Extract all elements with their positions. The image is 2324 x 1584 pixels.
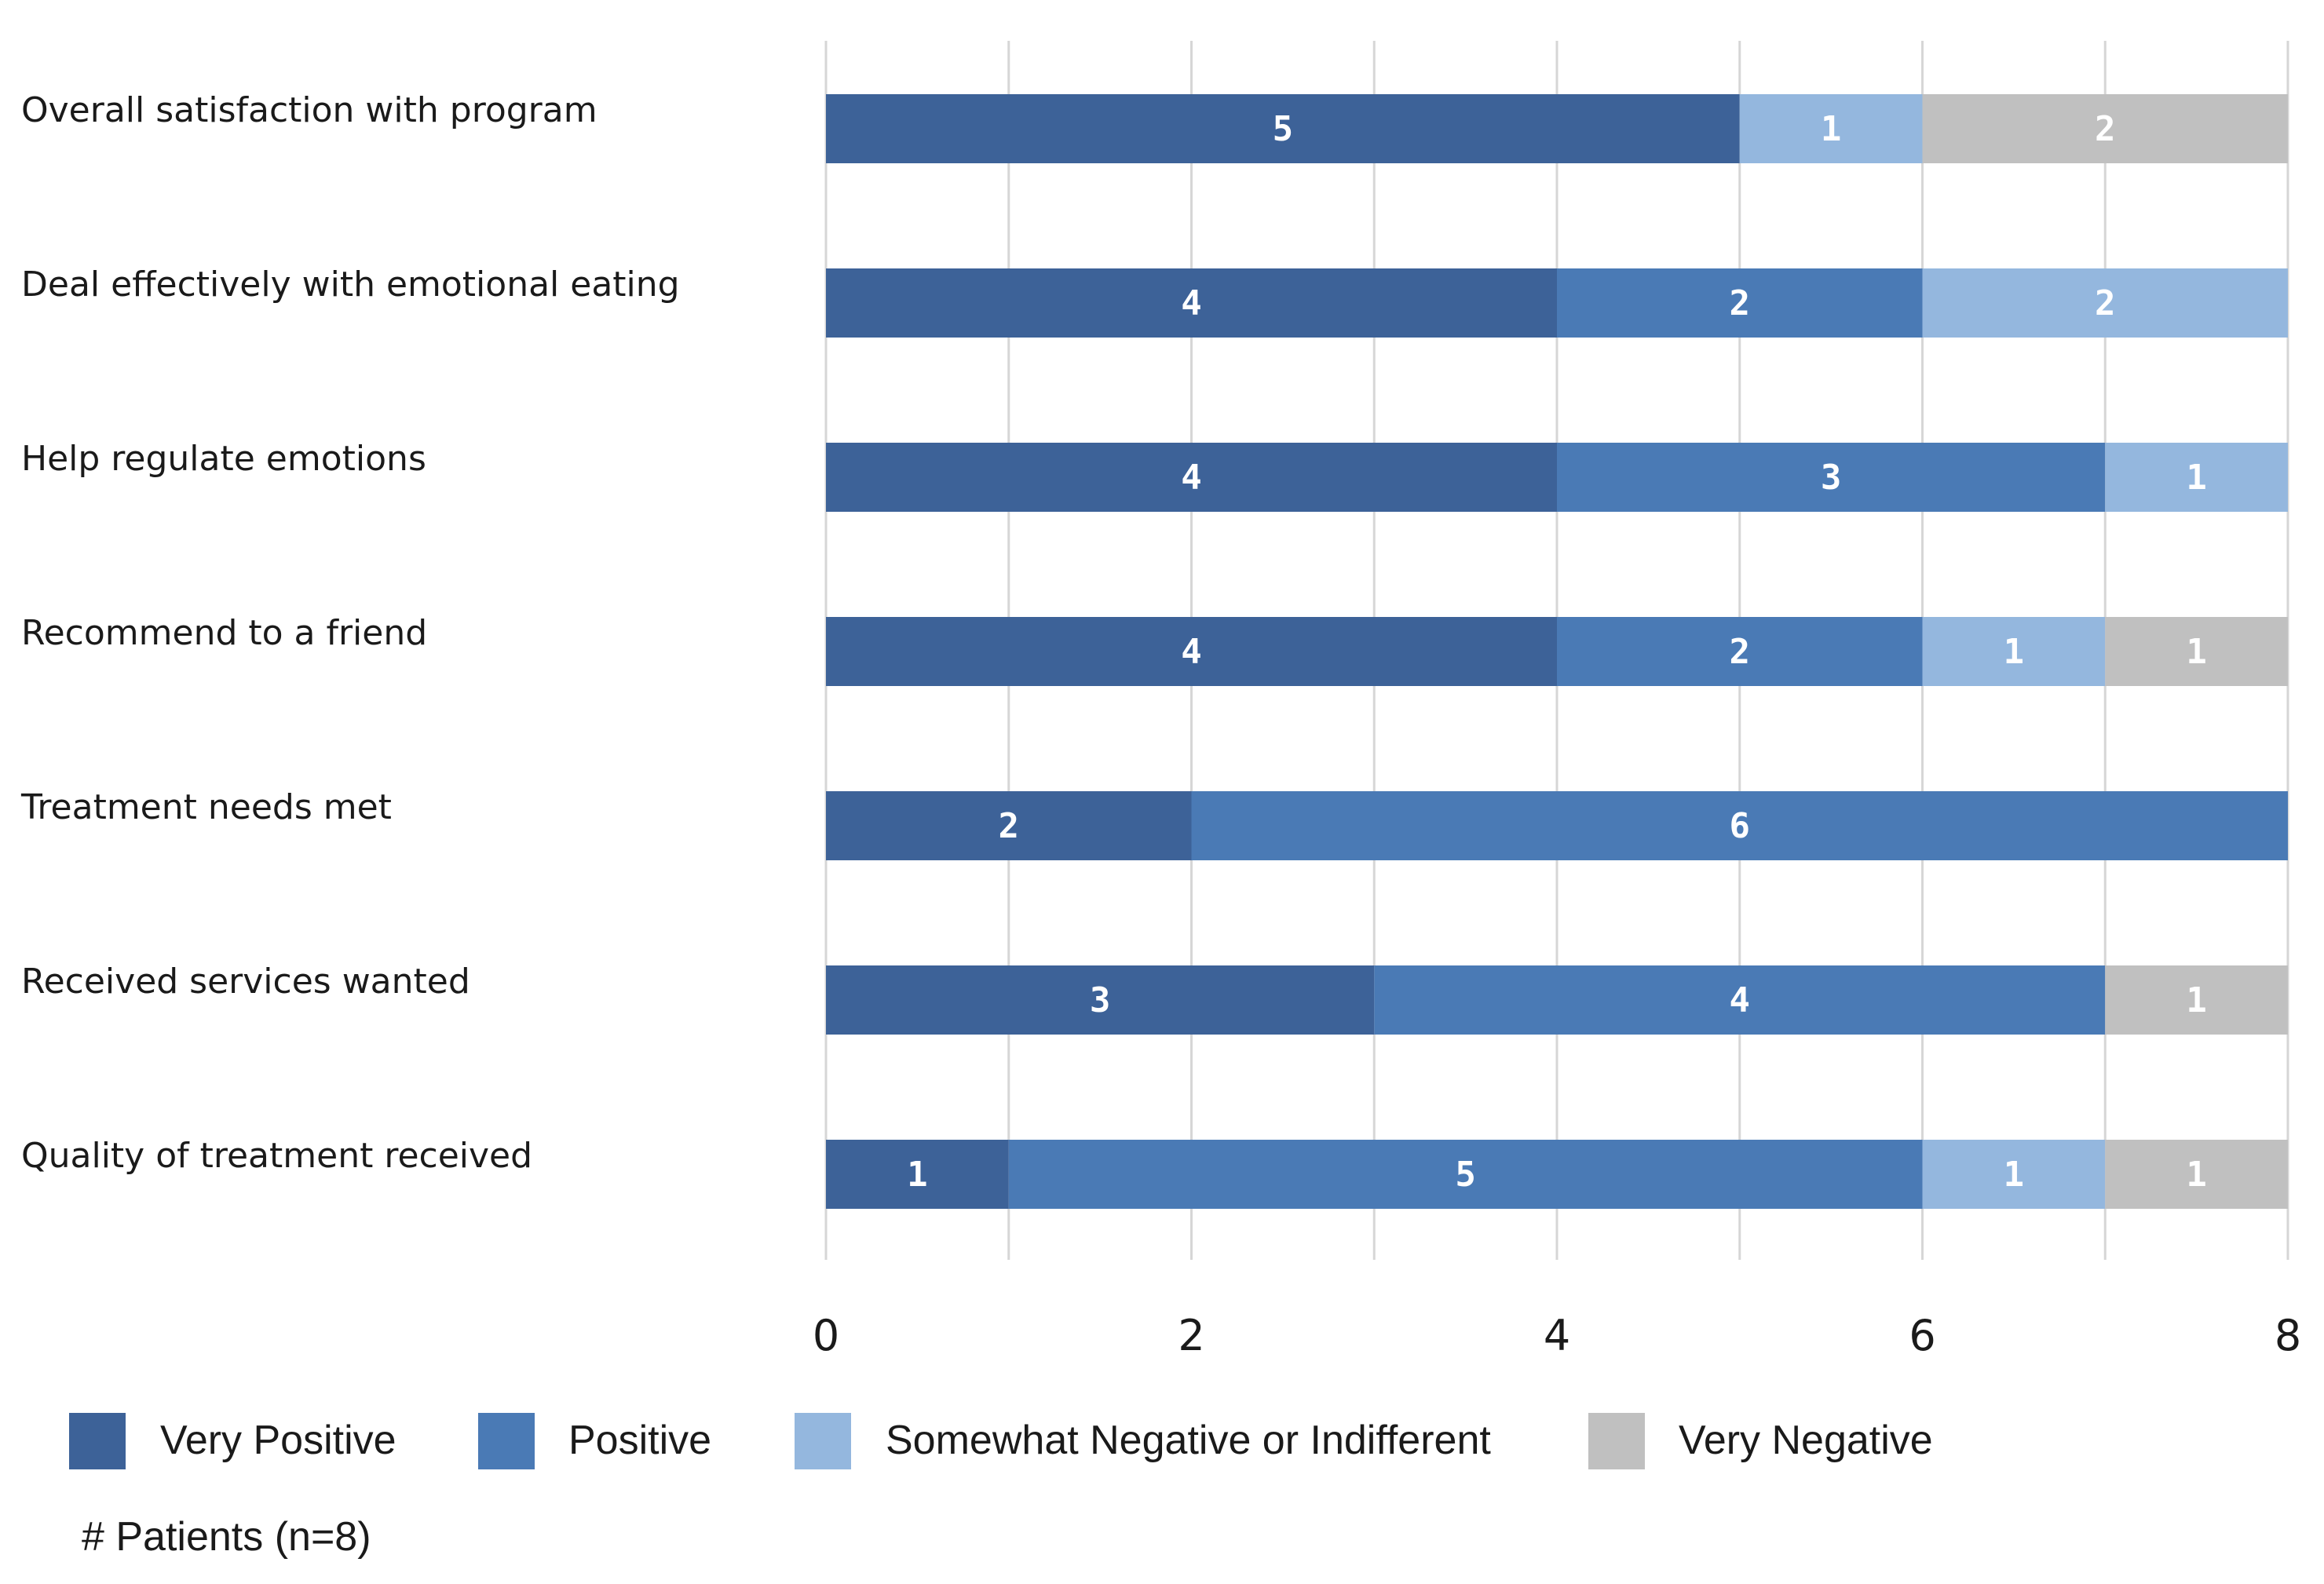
bar-segment <box>1191 791 2288 860</box>
category-label: Quality of treatment received <box>21 1136 532 1176</box>
bar-value-label: 1 <box>2186 458 2207 498</box>
x-axis-title: # Patients (n=8) <box>82 1514 371 1560</box>
bar-segment <box>1922 617 2106 686</box>
legend-label: Very Positive <box>160 1418 396 1463</box>
bar-segment <box>826 791 1192 860</box>
x-tick-label: 6 <box>1909 1311 1935 1360</box>
bar-value-label: 4 <box>1181 632 1202 672</box>
bar-segment <box>1922 268 2288 338</box>
category-labels: Overall satisfaction with program Deal ef… <box>20 90 680 1176</box>
x-tick-label: 4 <box>1544 1311 1570 1360</box>
bar-segment <box>1739 94 1923 163</box>
legend-swatch <box>478 1413 535 1469</box>
category-label: Help regulate emotions <box>21 439 426 479</box>
bar-value-label: 1 <box>2186 632 2207 672</box>
bar-segment <box>1008 1140 1923 1209</box>
legend: Very Positive Positive Somewhat Negative o… <box>69 1413 1933 1469</box>
category-label: Overall satisfaction with program <box>21 90 597 130</box>
x-tick-label: 2 <box>1178 1311 1204 1360</box>
bar-value-label: 2 <box>1730 283 1751 323</box>
bar-segment <box>826 268 1557 338</box>
bar-segment <box>1922 1140 2106 1209</box>
bar-value-label: 4 <box>1181 458 1202 498</box>
bar-segment <box>826 617 1557 686</box>
category-label: Deal effectively with emotional eating <box>21 265 680 305</box>
category-label: Received services wanted <box>21 962 470 1002</box>
bar-value-label: 1 <box>907 1155 928 1195</box>
bar-value-label: 4 <box>1730 980 1751 1020</box>
bar-value-label: 2 <box>2095 109 2116 149</box>
bar-segment <box>1374 965 2106 1035</box>
bar-value-label: 6 <box>1730 806 1751 846</box>
bars: 5 1 2 4 2 2 4 3 1 4 2 1 1 2 6 3 4 1 1 5 1 1 <box>826 94 2288 1209</box>
bar-segment <box>1557 617 1923 686</box>
legend-swatch <box>69 1413 126 1469</box>
legend-label: Somewhat Negative or Indifferent <box>886 1418 1491 1463</box>
category-label: Treatment needs met <box>20 787 392 827</box>
legend-label: Very Negative <box>1679 1418 1933 1463</box>
bar-value-label: 1 <box>2004 1155 2025 1195</box>
bar-value-label: 2 <box>999 806 1020 846</box>
bar-value-label: 5 <box>1455 1155 1476 1195</box>
x-tick-label: 8 <box>2275 1311 2301 1360</box>
legend-swatch <box>795 1413 851 1469</box>
bar-value-label: 1 <box>2186 1155 2207 1195</box>
bar-segment <box>2105 1140 2288 1209</box>
bar-segment <box>2105 965 2288 1035</box>
bar-value-label: 2 <box>1730 632 1751 672</box>
bar-segment <box>1557 268 1923 338</box>
bar-value-label: 3 <box>1090 980 1111 1020</box>
bar-value-label: 2 <box>2095 283 2116 323</box>
bar-segment <box>2105 443 2288 512</box>
bar-segment <box>2105 617 2288 686</box>
bar-value-label: 1 <box>1821 109 1842 149</box>
bar-value-label: 4 <box>1181 283 1202 323</box>
bar-value-label: 3 <box>1821 458 1842 498</box>
x-axis-ticks: 0 2 4 6 8 <box>813 1311 2301 1360</box>
category-label: Recommend to a friend <box>21 613 427 653</box>
bar-segment <box>1922 94 2288 163</box>
bar-value-label: 5 <box>1273 109 1294 149</box>
bar-segment <box>826 94 1740 163</box>
bar-segment <box>826 443 1557 512</box>
legend-swatch <box>1588 1413 1645 1469</box>
bar-segment <box>826 1140 1009 1209</box>
legend-label: Positive <box>568 1418 711 1463</box>
x-tick-label: 0 <box>813 1311 839 1360</box>
bar-segment <box>1557 443 2106 512</box>
bar-value-label: 1 <box>2004 632 2025 672</box>
bar-value-label: 1 <box>2186 980 2207 1020</box>
bar-segment <box>826 965 1375 1035</box>
